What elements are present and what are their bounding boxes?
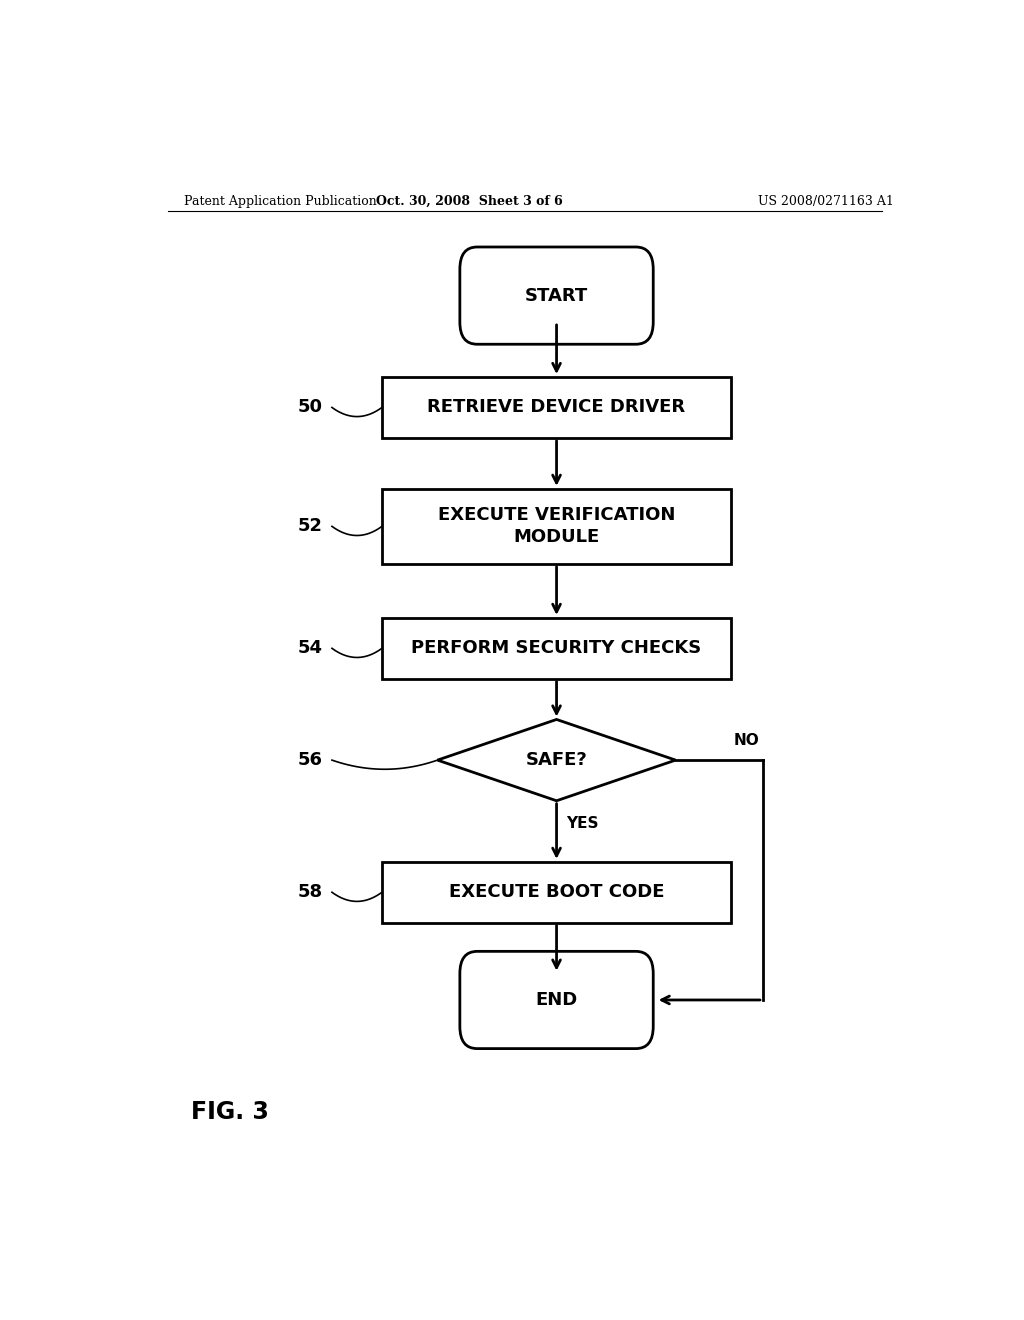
Text: YES: YES bbox=[566, 816, 599, 832]
Text: EXECUTE VERIFICATION
MODULE: EXECUTE VERIFICATION MODULE bbox=[438, 507, 675, 546]
Text: 50: 50 bbox=[297, 399, 323, 416]
Text: EXECUTE BOOT CODE: EXECUTE BOOT CODE bbox=[449, 883, 665, 902]
Text: 58: 58 bbox=[297, 883, 323, 902]
Text: END: END bbox=[536, 991, 578, 1008]
Text: Patent Application Publication: Patent Application Publication bbox=[183, 194, 376, 207]
FancyBboxPatch shape bbox=[460, 952, 653, 1048]
Bar bbox=[382, 488, 731, 564]
FancyBboxPatch shape bbox=[460, 247, 653, 345]
Polygon shape bbox=[437, 719, 676, 801]
Bar bbox=[382, 378, 731, 438]
Text: 52: 52 bbox=[297, 517, 323, 536]
Text: 54: 54 bbox=[297, 639, 323, 657]
Text: NO: NO bbox=[733, 733, 759, 748]
Text: Oct. 30, 2008  Sheet 3 of 6: Oct. 30, 2008 Sheet 3 of 6 bbox=[376, 194, 562, 207]
Bar bbox=[382, 618, 731, 678]
Text: FIG. 3: FIG. 3 bbox=[191, 1100, 269, 1123]
Text: US 2008/0271163 A1: US 2008/0271163 A1 bbox=[759, 194, 894, 207]
Text: SAFE?: SAFE? bbox=[525, 751, 588, 770]
Text: PERFORM SECURITY CHECKS: PERFORM SECURITY CHECKS bbox=[412, 639, 701, 657]
Text: START: START bbox=[525, 286, 588, 305]
Text: 56: 56 bbox=[297, 751, 323, 770]
Text: RETRIEVE DEVICE DRIVER: RETRIEVE DEVICE DRIVER bbox=[427, 399, 686, 416]
Bar bbox=[382, 862, 731, 923]
